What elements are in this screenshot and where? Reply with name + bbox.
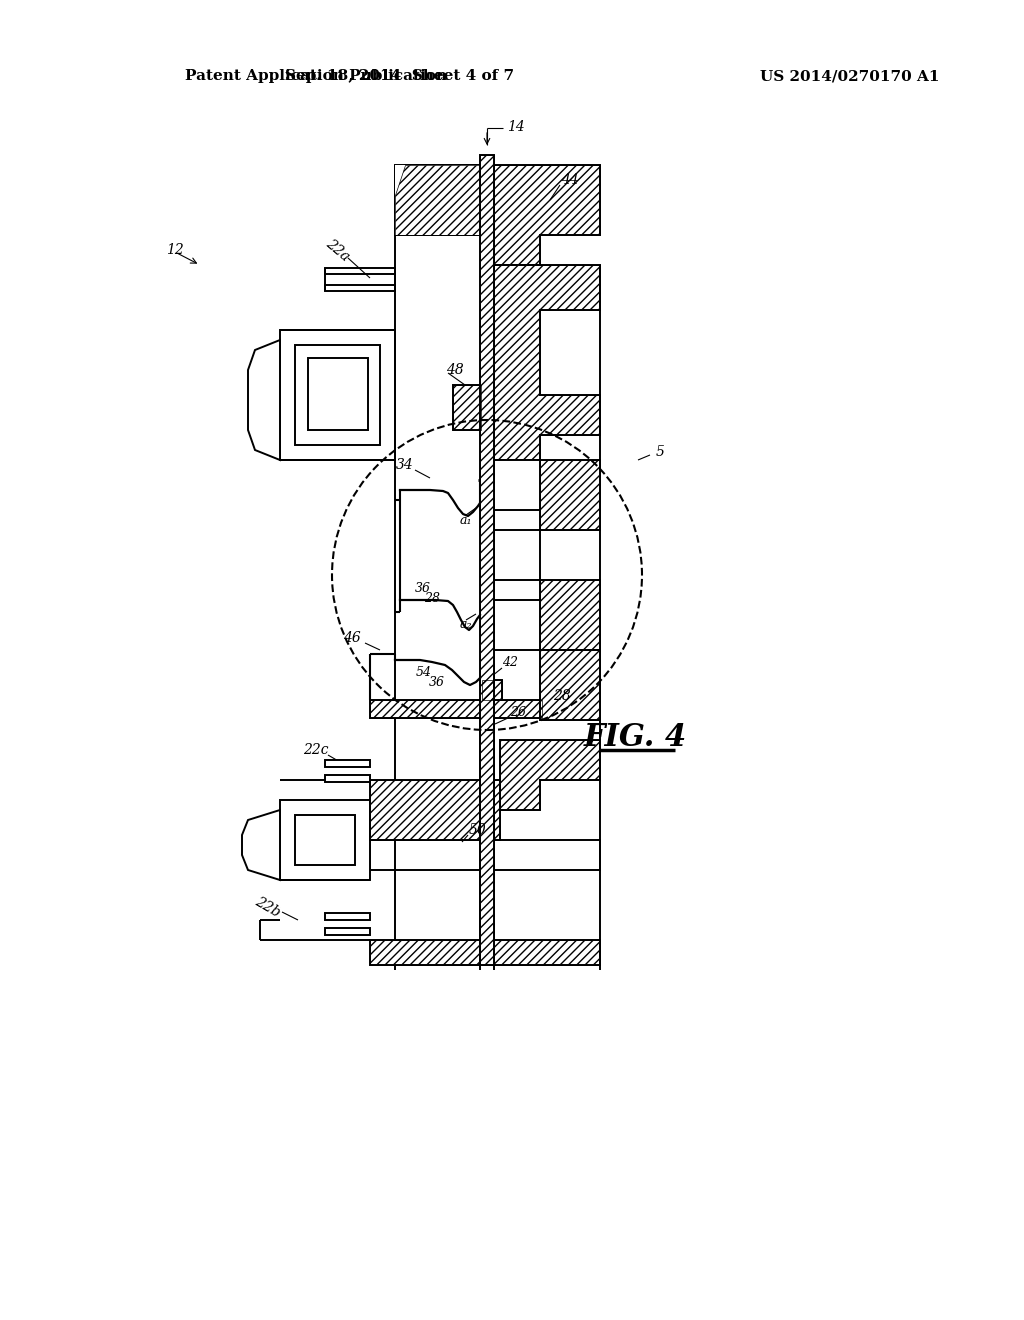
Polygon shape — [395, 165, 480, 235]
Text: 22b: 22b — [253, 894, 283, 920]
Polygon shape — [370, 780, 500, 840]
Text: 22c: 22c — [303, 743, 329, 756]
Text: 28: 28 — [424, 591, 440, 605]
Text: Patent Application Publication: Patent Application Publication — [185, 69, 447, 83]
Polygon shape — [370, 700, 482, 718]
Polygon shape — [395, 165, 480, 235]
Polygon shape — [295, 345, 380, 445]
Polygon shape — [370, 840, 600, 870]
Polygon shape — [494, 265, 600, 459]
Text: 28: 28 — [553, 689, 570, 704]
Text: Sep. 18, 2014  Sheet 4 of 7: Sep. 18, 2014 Sheet 4 of 7 — [286, 69, 515, 83]
Polygon shape — [453, 385, 481, 430]
Polygon shape — [325, 268, 395, 275]
Text: 44: 44 — [561, 173, 579, 187]
Text: 36: 36 — [415, 582, 431, 594]
Text: a₁: a₁ — [460, 513, 472, 527]
Text: 12: 12 — [166, 243, 184, 257]
Polygon shape — [370, 940, 600, 965]
Polygon shape — [280, 330, 395, 459]
Polygon shape — [242, 810, 280, 880]
Text: 46: 46 — [343, 631, 360, 645]
Polygon shape — [280, 800, 370, 880]
Polygon shape — [482, 680, 502, 700]
Polygon shape — [325, 928, 370, 935]
Polygon shape — [325, 285, 395, 290]
Text: 26: 26 — [510, 706, 526, 719]
Polygon shape — [494, 459, 540, 510]
Text: 22a: 22a — [324, 236, 352, 264]
Polygon shape — [325, 913, 370, 920]
Polygon shape — [308, 358, 368, 430]
Text: 14: 14 — [507, 120, 525, 135]
Polygon shape — [540, 579, 600, 649]
Polygon shape — [540, 459, 600, 531]
Polygon shape — [480, 154, 494, 965]
Polygon shape — [494, 165, 600, 265]
Text: 36: 36 — [429, 676, 445, 689]
Polygon shape — [494, 531, 540, 579]
Text: FIG. 4: FIG. 4 — [584, 722, 687, 754]
Text: 5: 5 — [655, 445, 665, 459]
Text: US 2014/0270170 A1: US 2014/0270170 A1 — [760, 69, 939, 83]
Polygon shape — [325, 775, 370, 781]
Text: 54: 54 — [416, 665, 432, 678]
Text: 34: 34 — [396, 458, 414, 473]
Polygon shape — [540, 649, 600, 719]
Text: 42: 42 — [502, 656, 518, 669]
Text: 50: 50 — [469, 822, 486, 837]
Polygon shape — [325, 760, 370, 767]
Polygon shape — [295, 814, 355, 865]
Polygon shape — [482, 700, 542, 718]
Text: 48: 48 — [446, 363, 464, 378]
Polygon shape — [494, 601, 540, 649]
Polygon shape — [500, 741, 600, 810]
Text: a₂: a₂ — [460, 618, 472, 631]
Polygon shape — [248, 341, 280, 459]
Polygon shape — [395, 165, 480, 235]
